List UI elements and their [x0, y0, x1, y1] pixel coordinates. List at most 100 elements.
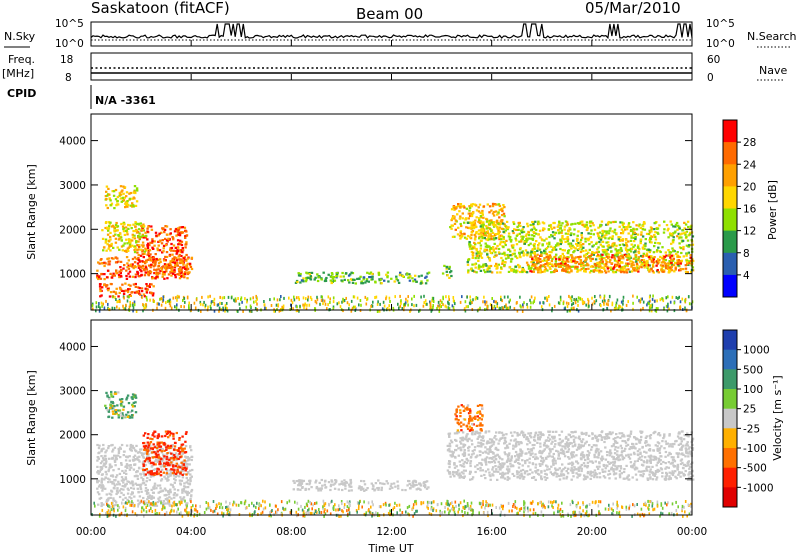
data-cell [459, 237, 461, 239]
data-cell [594, 269, 596, 271]
data-cell [140, 448, 142, 450]
data-cell [158, 265, 160, 267]
data-cell [401, 489, 403, 491]
data-cell [135, 445, 137, 447]
data-cell [324, 484, 326, 486]
data-cell [108, 411, 110, 413]
data-cell [306, 483, 308, 485]
data-cell [389, 297, 391, 300]
data-cell [298, 274, 300, 276]
data-cell [115, 238, 117, 240]
data-cell [543, 257, 545, 259]
data-cell [680, 247, 682, 249]
data-cell [593, 233, 595, 235]
data-cell [348, 281, 350, 283]
data-cell [334, 488, 336, 490]
data-cell [521, 252, 523, 254]
data-cell [185, 491, 187, 493]
data-cell [627, 240, 629, 242]
data-cell [646, 254, 648, 256]
data-cell [505, 244, 507, 246]
data-cell [111, 257, 113, 259]
data-cell [656, 228, 658, 230]
data-cell [670, 301, 672, 304]
data-cell [448, 295, 450, 298]
data-cell [330, 479, 332, 481]
data-cell [567, 233, 569, 235]
data-cell [574, 223, 576, 225]
data-cell [124, 242, 126, 244]
data-cell [516, 302, 518, 305]
data-cell [279, 298, 281, 301]
nave-label: Nave [759, 64, 787, 77]
data-cell [147, 259, 149, 261]
data-cell [191, 257, 193, 259]
data-cell [411, 298, 413, 301]
data-cell [169, 302, 171, 305]
data-cell [163, 296, 165, 299]
data-cell [271, 304, 273, 307]
data-cell [109, 222, 111, 224]
data-cell [471, 264, 473, 266]
data-cell [144, 460, 146, 462]
data-cell [371, 278, 373, 280]
data-cell [510, 269, 512, 271]
data-cell [643, 253, 645, 255]
data-cell [134, 401, 136, 403]
data-cell [362, 282, 364, 284]
data-cell [597, 232, 599, 234]
data-cell [293, 296, 295, 299]
data-cell [158, 442, 160, 444]
data-cell [624, 229, 626, 231]
data-cell [180, 483, 182, 485]
data-cell [513, 228, 515, 230]
data-cell [617, 262, 619, 264]
data-cell [179, 472, 181, 474]
data-cell [171, 260, 173, 262]
data-cell [570, 247, 572, 249]
data-cell [101, 460, 103, 462]
data-cell [615, 245, 617, 247]
data-cell [185, 473, 187, 475]
data-cell [557, 226, 559, 228]
data-cell [632, 261, 634, 263]
data-cell [360, 299, 362, 302]
data-cell [509, 254, 511, 256]
data-cell [149, 249, 151, 251]
data-cell [536, 250, 538, 252]
data-cell [129, 265, 131, 267]
data-cell [580, 259, 582, 261]
data-cell [140, 477, 142, 479]
data-cell [129, 198, 131, 200]
data-cell [540, 264, 542, 266]
data-cell [407, 277, 409, 279]
data-cell [473, 224, 475, 226]
data-cell [448, 277, 450, 279]
data-cell [524, 462, 526, 464]
data-cell [113, 405, 115, 407]
data-cell [577, 256, 579, 258]
data-cell [121, 239, 123, 241]
data-cell [676, 235, 678, 237]
data-cell [139, 236, 141, 238]
data-cell [584, 459, 586, 461]
data-cell [579, 241, 581, 243]
data-cell [475, 226, 477, 228]
data-cell [163, 271, 165, 273]
data-cell [558, 301, 560, 304]
data-cell [420, 484, 422, 486]
data-cell [125, 195, 127, 197]
data-cell [446, 274, 448, 276]
data-cell [123, 199, 125, 201]
data-cell [535, 257, 537, 259]
data-cell [386, 276, 388, 278]
data-cell [537, 247, 539, 249]
data-cell [539, 236, 541, 238]
data-cell [652, 264, 654, 266]
data-cell [136, 189, 138, 191]
data-cell [107, 207, 109, 209]
data-cell [170, 243, 172, 245]
data-cell [585, 268, 587, 270]
data-cell [514, 455, 516, 457]
data-cell [581, 237, 583, 239]
